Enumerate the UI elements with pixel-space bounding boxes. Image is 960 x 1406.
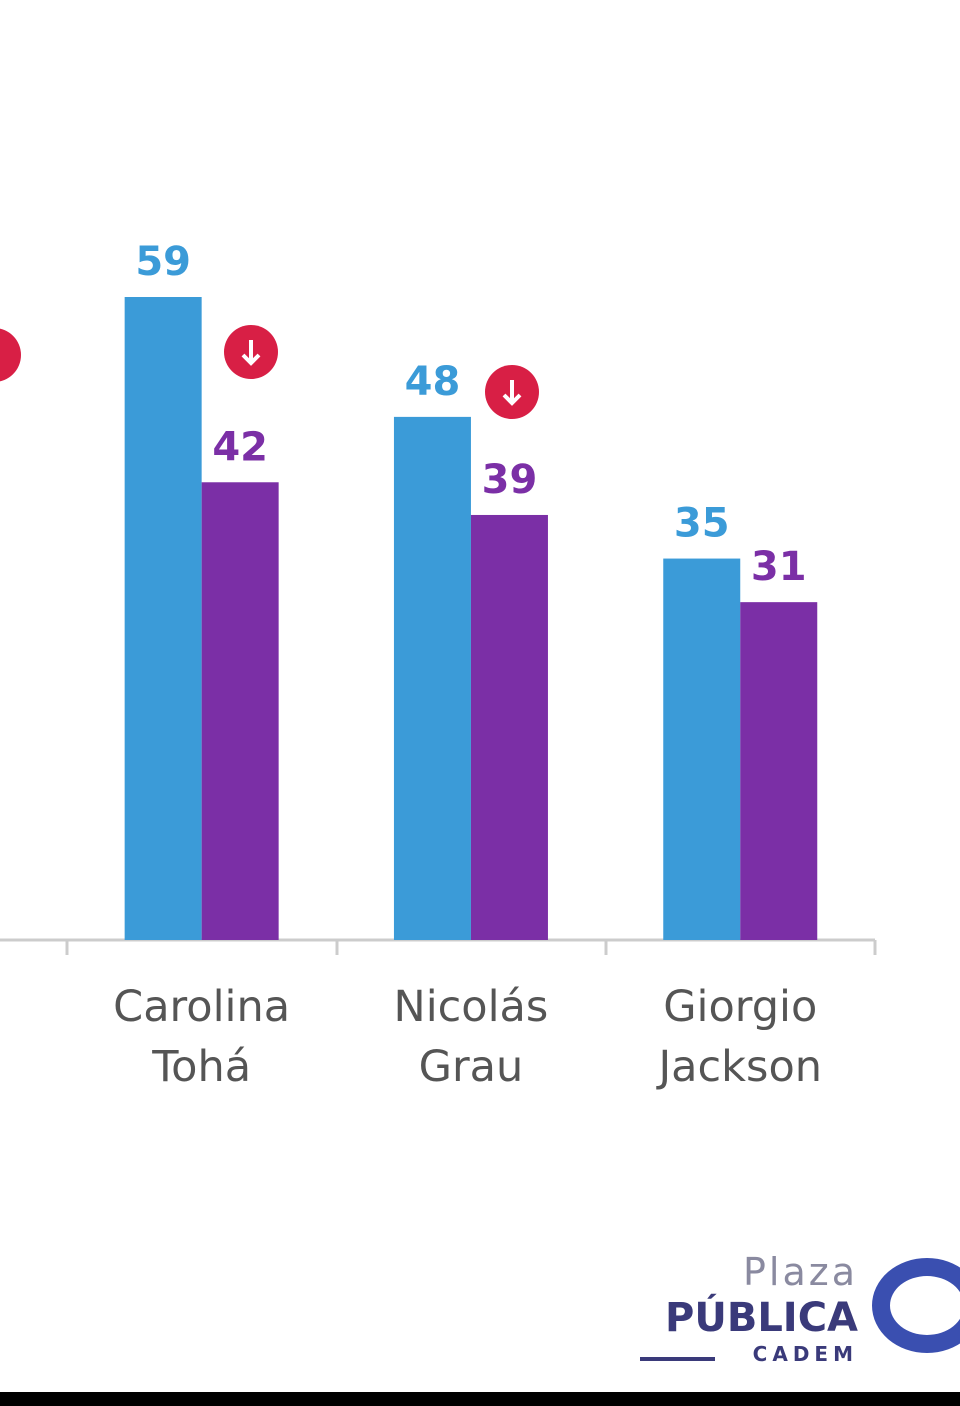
bar [201, 482, 279, 940]
bar [393, 416, 471, 940]
decrease-icon [0, 328, 21, 382]
bar [470, 514, 548, 940]
value-label: 48 [405, 359, 461, 405]
x-tick-label: Nicolás Grau [393, 982, 549, 1092]
logo-text: CADEM [752, 1342, 858, 1366]
decrease-arrow [502, 380, 522, 406]
logo-text: Plaza [743, 1250, 858, 1294]
bar [663, 558, 741, 940]
value-label: 42 [212, 424, 268, 470]
bottom-bar [0, 1392, 960, 1406]
bar [740, 602, 818, 940]
x-tick-label: Carolina Tohá [113, 982, 291, 1092]
value-label: 35 [674, 501, 730, 547]
value-label: 39 [482, 457, 538, 503]
decrease-arrow [241, 340, 261, 366]
bar [124, 297, 202, 940]
x-tick-label: Giorgio Jackson [658, 982, 823, 1092]
logo-text: PÚBLICA [665, 1295, 858, 1341]
value-label: 31 [751, 544, 807, 590]
logo-line [640, 1357, 715, 1361]
value-label: 59 [135, 239, 191, 285]
